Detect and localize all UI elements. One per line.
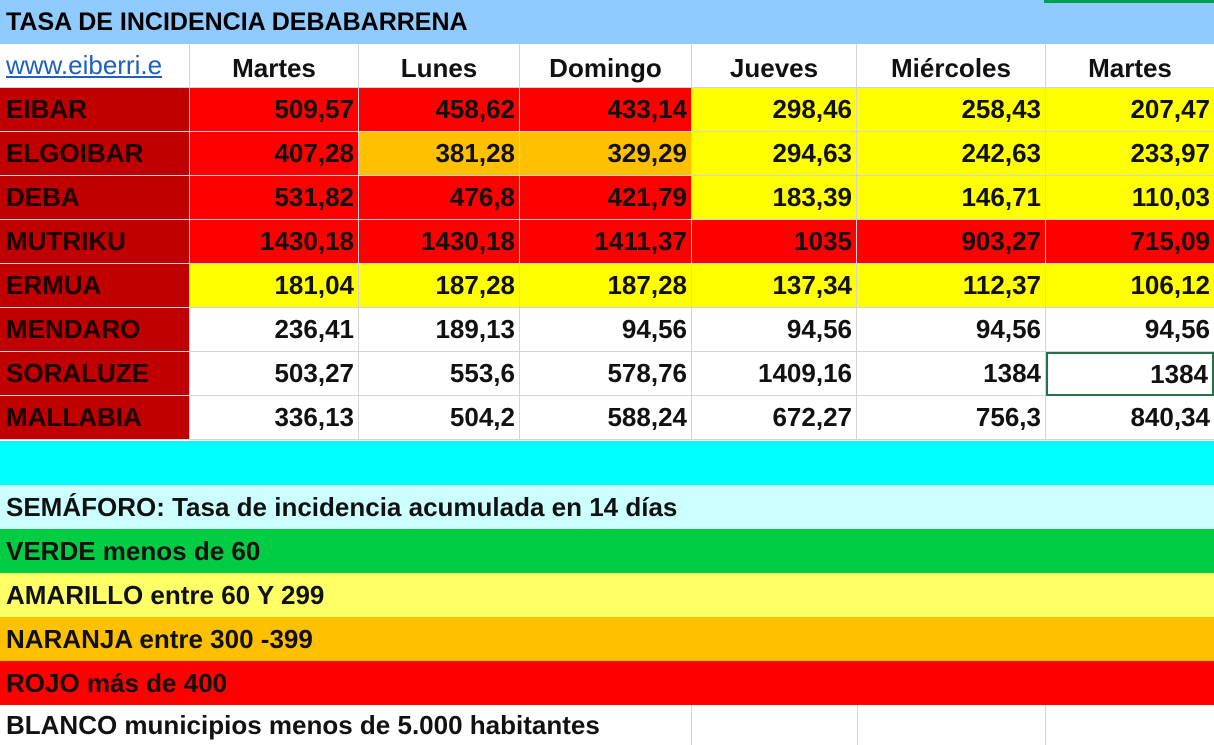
table-row: DEBA 531,82 476,8 421,79 183,39 146,71 110,03 (0, 176, 1214, 220)
incidence-value-cell[interactable]: 715,09 (1046, 220, 1214, 264)
legend-amarillo[interactable]: AMARILLO entre 60 Y 299 (0, 573, 1214, 617)
gridline (1045, 705, 1046, 745)
legend-naranja[interactable]: NARANJA entre 300 -399 (0, 617, 1214, 661)
incidence-value-cell[interactable]: 588,24 (520, 396, 692, 440)
municipality-name[interactable]: MALLABIA (0, 396, 190, 440)
header-day-3[interactable]: Domingo (520, 44, 692, 88)
table-row: ERMUA 181,04 187,28 187,28 137,34 112,37 106,1… (0, 264, 1214, 308)
incidence-value-cell[interactable]: 112,37 (857, 264, 1046, 308)
table-row: EIBAR 509,57 458,62 433,14 298,46 258,43 207,4… (0, 88, 1214, 132)
table-row: SORALUZE 503,27 553,6 578,76 1409,16 1384 1384 (0, 352, 1214, 396)
incidence-value-cell[interactable]: 187,28 (520, 264, 692, 308)
incidence-value-cell[interactable]: 1411,37 (520, 220, 692, 264)
incidence-value-cell[interactable]: 106,12 (1046, 264, 1214, 308)
incidence-value-cell[interactable]: 553,6 (359, 352, 520, 396)
incidence-value-cell[interactable]: 407,28 (190, 132, 359, 176)
incidence-value-cell[interactable]: 756,3 (857, 396, 1046, 440)
table-row: ELGOIBAR 407,28 381,28 329,29 294,63 242,63 23… (0, 132, 1214, 176)
incidence-value-cell[interactable]: 672,27 (692, 396, 857, 440)
incidence-value-cell[interactable]: 476,8 (359, 176, 520, 220)
gridline (857, 705, 858, 745)
municipality-name[interactable]: MUTRIKU (0, 220, 190, 264)
incidence-value-cell[interactable]: 1035 (692, 220, 857, 264)
header-day-1[interactable]: Martes (190, 44, 359, 88)
incidence-value-cell[interactable]: 183,39 (692, 176, 857, 220)
table-row: MUTRIKU 1430,18 1430,18 1411,37 1035 903,27 71… (0, 220, 1214, 264)
header-day-2[interactable]: Lunes (359, 44, 520, 88)
incidence-value-cell[interactable]: 503,27 (190, 352, 359, 396)
incidence-value-cell[interactable]: 509,57 (190, 88, 359, 132)
incidence-value-cell[interactable]: 181,04 (190, 264, 359, 308)
incidence-value-cell[interactable]: 94,56 (857, 308, 1046, 352)
table-row: MENDARO 236,41 189,13 94,56 94,56 94,56 94,56 (0, 308, 1214, 352)
incidence-value-cell[interactable]: 137,34 (692, 264, 857, 308)
incidence-value-cell[interactable]: 381,28 (359, 132, 520, 176)
incidence-value-cell[interactable]: 187,28 (359, 264, 520, 308)
sheet-title[interactable]: TASA DE INCIDENCIA DEBABARRENA (0, 0, 1044, 44)
incidence-value-cell[interactable]: 207,47 (1046, 88, 1214, 132)
incidence-value-cell[interactable]: 421,79 (520, 176, 692, 220)
incidence-value-cell[interactable]: 94,56 (1046, 308, 1214, 352)
incidence-value-cell[interactable]: 504,2 (359, 396, 520, 440)
incidence-value-cell[interactable]: 336,13 (190, 396, 359, 440)
incidence-value-cell[interactable]: 110,03 (1046, 176, 1214, 220)
incidence-value-cell[interactable]: 1384 (857, 352, 1046, 396)
header-day-5[interactable]: Miércoles (857, 44, 1046, 88)
incidence-value-cell[interactable]: 298,46 (692, 88, 857, 132)
incidence-value-cell[interactable]: 233,97 (1046, 132, 1214, 176)
gridline (691, 705, 692, 745)
incidence-value-cell[interactable]: 258,43 (857, 88, 1046, 132)
header-day-4[interactable]: Jueves (692, 44, 857, 88)
incidence-value-cell[interactable]: 1430,18 (190, 220, 359, 264)
municipality-name[interactable]: ERMUA (0, 264, 190, 308)
incidence-value-cell[interactable]: 531,82 (190, 176, 359, 220)
incidence-value-cell[interactable]: 458,62 (359, 88, 520, 132)
incidence-value-cell[interactable]: 1430,18 (359, 220, 520, 264)
incidence-value-cell[interactable]: 94,56 (520, 308, 692, 352)
incidence-value-cell[interactable]: 903,27 (857, 220, 1046, 264)
incidence-value-cell[interactable]: 146,71 (857, 176, 1046, 220)
header-row: www.eiberri.e Martes Lunes Domingo Jueve… (0, 44, 1214, 88)
header-day-6[interactable]: Martes (1046, 44, 1214, 88)
legend-semaforo[interactable]: SEMÁFORO: Tasa de incidencia acumulada e… (0, 485, 1214, 529)
cyan-band[interactable] (0, 441, 1214, 485)
website-link-cell[interactable]: www.eiberri.e (0, 44, 190, 88)
incidence-value-cell[interactable]: 1384 (1046, 352, 1214, 396)
municipality-name[interactable]: MENDARO (0, 308, 190, 352)
website-link[interactable]: www.eiberri.e (6, 50, 163, 80)
municipality-name[interactable]: DEBA (0, 176, 190, 220)
incidence-value-cell[interactable]: 242,63 (857, 132, 1046, 176)
municipality-name[interactable]: EIBAR (0, 88, 190, 132)
incidence-value-cell[interactable]: 840,34 (1046, 396, 1214, 440)
incidence-value-cell[interactable]: 329,29 (520, 132, 692, 176)
title-cell-empty[interactable] (1044, 0, 1214, 44)
incidence-value-cell[interactable]: 433,14 (520, 88, 692, 132)
municipality-name[interactable]: ELGOIBAR (0, 132, 190, 176)
legend-blanco[interactable]: BLANCO municipios menos de 5.000 habitan… (0, 705, 1214, 745)
municipality-name[interactable]: SORALUZE (0, 352, 190, 396)
incidence-value-cell[interactable]: 1409,16 (692, 352, 857, 396)
incidence-value-cell[interactable]: 236,41 (190, 308, 359, 352)
table-row: MALLABIA 336,13 504,2 588,24 672,27 756,3 840,… (0, 396, 1214, 440)
legend-verde[interactable]: VERDE menos de 60 (0, 529, 1214, 573)
incidence-value-cell[interactable]: 94,56 (692, 308, 857, 352)
legend-rojo[interactable]: ROJO más de 400 (0, 661, 1214, 705)
incidence-value-cell[interactable]: 189,13 (359, 308, 520, 352)
incidence-value-cell[interactable]: 294,63 (692, 132, 857, 176)
incidence-value-cell[interactable]: 578,76 (520, 352, 692, 396)
